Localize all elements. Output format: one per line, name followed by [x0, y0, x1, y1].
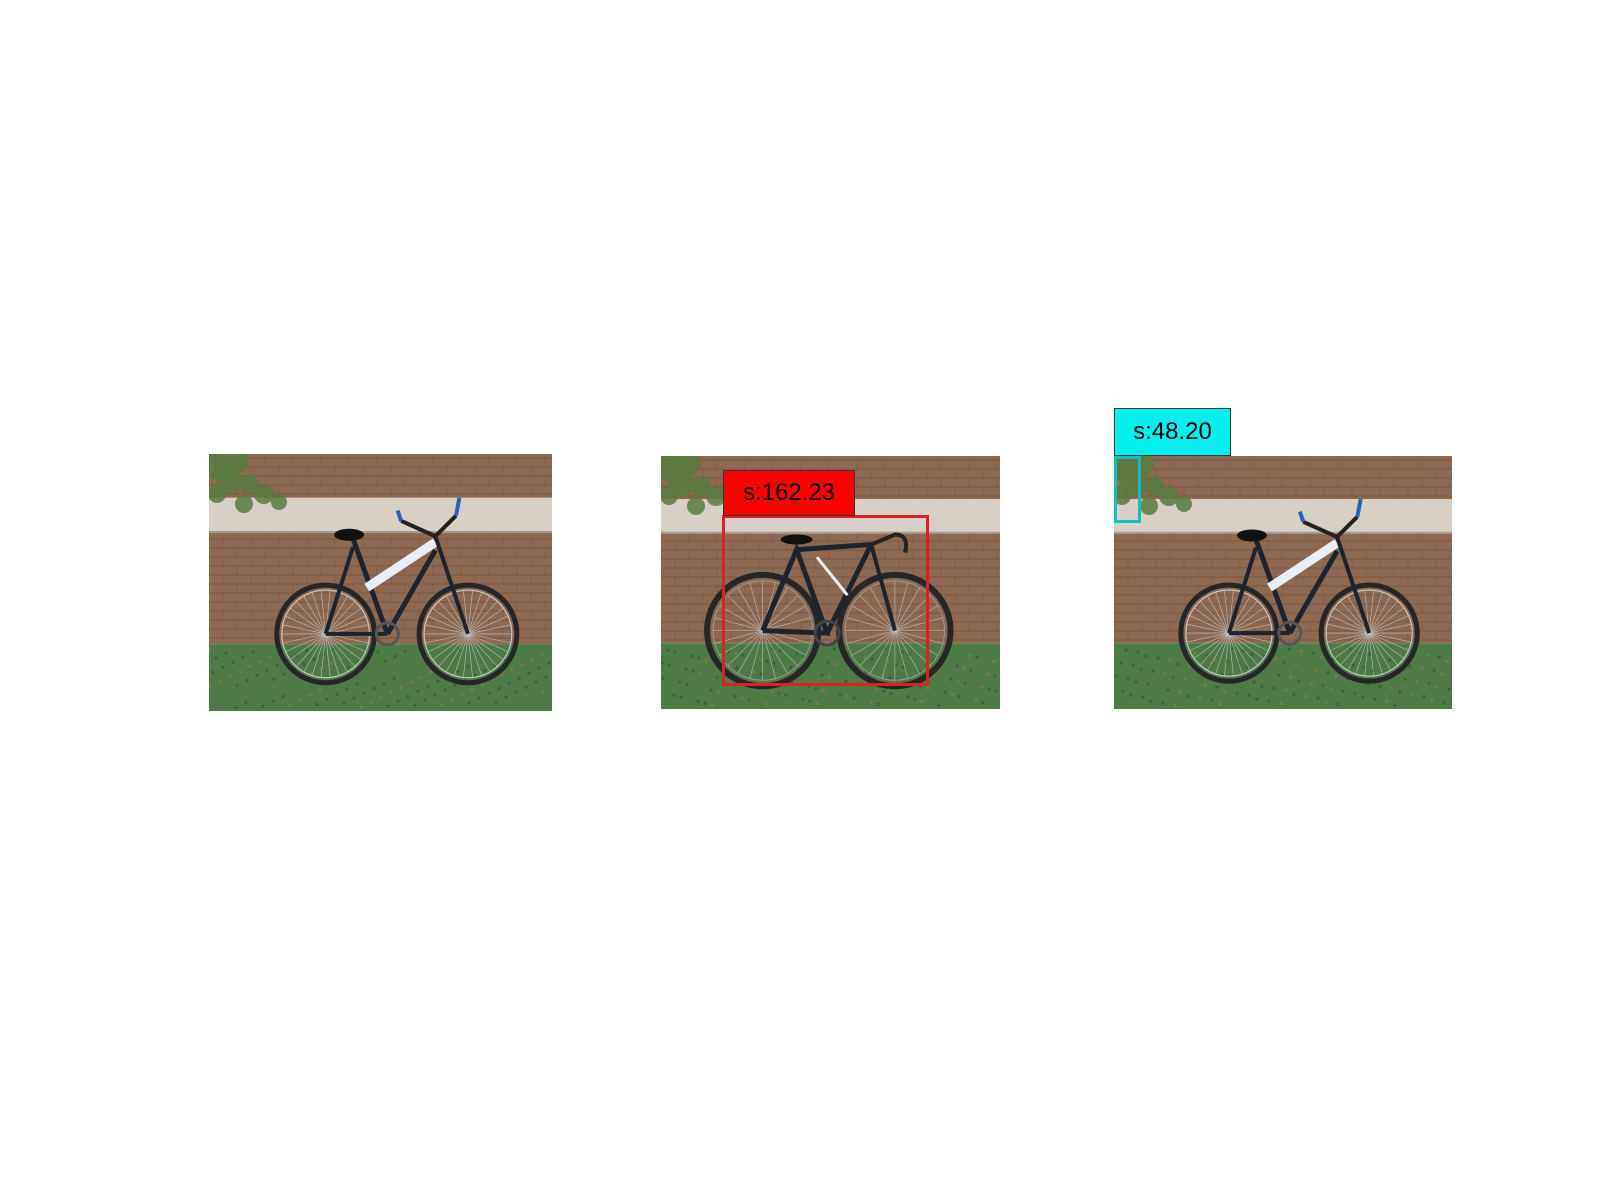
- saddle: [334, 528, 365, 541]
- detection-score-label-cyan: s:48.20: [1114, 408, 1231, 456]
- grass: [1114, 643, 1452, 709]
- detection-box-cyan: [1114, 456, 1141, 523]
- bicycle: [1178, 498, 1420, 684]
- wheel: [416, 582, 520, 686]
- saddle: [780, 534, 813, 545]
- grass: [209, 644, 552, 711]
- handlebar: [1302, 515, 1359, 539]
- bicycle: [274, 497, 520, 686]
- bike-frame: [760, 542, 831, 636]
- fork: [1335, 536, 1372, 634]
- handlebar: [400, 514, 458, 539]
- wheel: [1318, 582, 1420, 684]
- bike-frame: [1227, 546, 1258, 634]
- detection-box-red: [722, 515, 929, 686]
- bicycle-photo: [209, 454, 552, 711]
- bicycle: [704, 532, 954, 690]
- detection-score-label-red: s:162.23: [723, 470, 855, 516]
- saddle: [1236, 529, 1267, 542]
- panel-detection-cyan: s:48.20: [1114, 408, 1452, 709]
- panel-original: [209, 454, 552, 711]
- panel-detection-red: s:162.23: [661, 456, 1000, 709]
- chainring: [1277, 620, 1303, 646]
- chainring: [374, 621, 400, 647]
- foliage: [209, 454, 287, 513]
- fork: [433, 535, 470, 635]
- bar-end: [1355, 498, 1363, 518]
- bicycle-photo: [1114, 456, 1452, 709]
- bar-end: [453, 497, 462, 517]
- chainring: [813, 619, 841, 647]
- handlebar: [870, 532, 909, 553]
- bike-frame: [323, 546, 355, 635]
